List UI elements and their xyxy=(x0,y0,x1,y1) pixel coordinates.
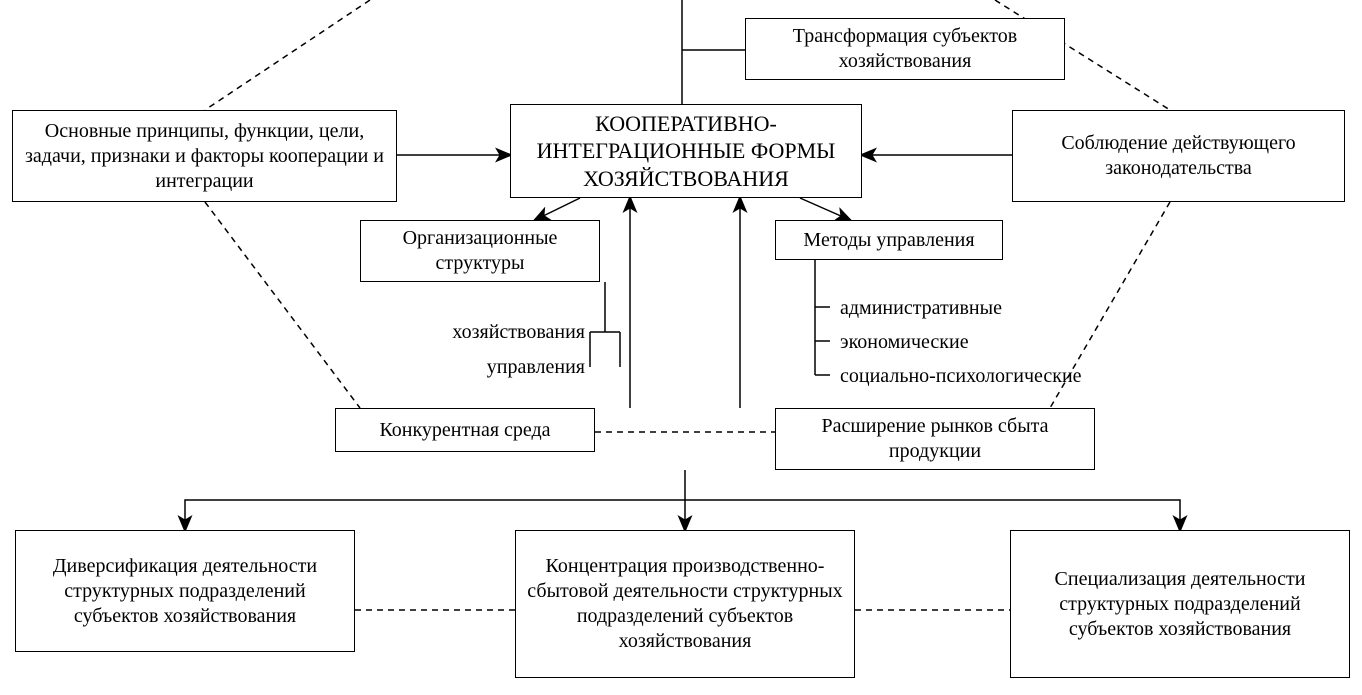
label-meth-sub2: экономические xyxy=(840,330,1120,355)
node-label: Соблюдение действующего законодательства xyxy=(1021,131,1336,181)
node-principles: Основные принципы, функции, цели, задачи… xyxy=(12,110,397,202)
node-label: Специализация деятельности структурных п… xyxy=(1019,567,1341,642)
edge xyxy=(205,0,370,110)
label-org-sub2: управления xyxy=(420,355,585,380)
edge xyxy=(590,282,620,367)
diagram-canvas: Трансформация субъектов хозяйствования О… xyxy=(0,0,1362,695)
node-transformation: Трансформация субъектов хозяйствования xyxy=(745,18,1065,80)
edge xyxy=(535,198,580,220)
node-org-structures: Организационные структуры xyxy=(360,220,600,282)
node-concentration: Концентрация производственно-сбытовой де… xyxy=(515,530,855,678)
node-central: КООПЕРАТИВНО-ИНТЕГРАЦИОННЫЕ ФОРМЫ ХОЗЯЙС… xyxy=(510,104,862,198)
node-label: Расширение рынков сбыта продукции xyxy=(784,414,1086,464)
node-label: Концентрация производственно-сбытовой де… xyxy=(524,554,846,654)
node-market-expansion: Расширение рынков сбыта продукции xyxy=(775,408,1095,470)
node-label: Диверсификация деятельности структурных … xyxy=(24,554,346,629)
edge xyxy=(800,198,850,220)
edge xyxy=(205,202,360,408)
edge xyxy=(185,500,685,530)
node-label: КООПЕРАТИВНО-ИНТЕГРАЦИОННЫЕ ФОРМЫ ХОЗЯЙС… xyxy=(519,110,853,193)
node-mgmt-methods: Методы управления xyxy=(775,220,1003,260)
node-diversification: Диверсификация деятельности структурных … xyxy=(15,530,355,652)
edge xyxy=(685,500,1180,530)
node-legislation: Соблюдение действующего законодательства xyxy=(1012,110,1345,202)
node-label: Трансформация субъектов хозяйствования xyxy=(754,24,1056,74)
label-meth-sub3: социально-психологические xyxy=(840,364,1140,389)
node-competitive-env: Конкурентная среда xyxy=(335,408,595,452)
node-label: Конкурентная среда xyxy=(379,418,550,443)
label-org-sub1: хозяйствования xyxy=(420,320,585,345)
edge xyxy=(815,260,830,375)
node-specialization: Специализация деятельности структурных п… xyxy=(1010,530,1350,678)
node-label: Организационные структуры xyxy=(369,226,591,276)
node-label: Основные принципы, функции, цели, задачи… xyxy=(21,119,388,194)
label-meth-sub1: административные xyxy=(840,296,1120,321)
node-label: Методы управления xyxy=(803,228,974,253)
